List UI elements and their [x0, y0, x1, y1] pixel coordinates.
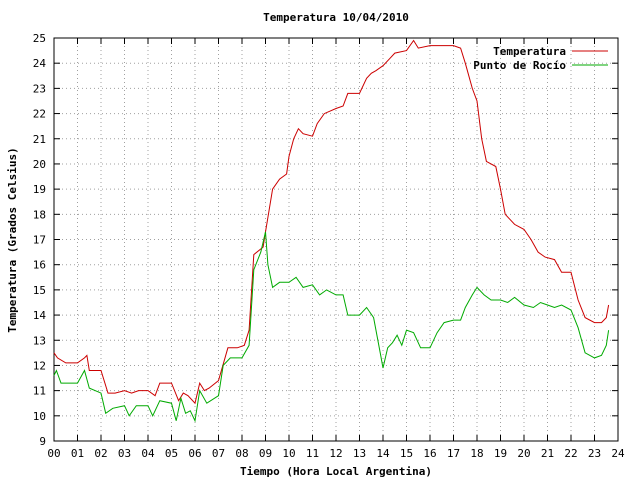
x-tick-label: 18 — [470, 447, 483, 460]
y-tick-label: 23 — [33, 82, 46, 95]
x-tick-label: 23 — [588, 447, 601, 460]
x-tick-label: 03 — [118, 447, 131, 460]
x-tick-label: 01 — [71, 447, 84, 460]
x-tick-label: 19 — [494, 447, 507, 460]
x-tick-label: 13 — [353, 447, 366, 460]
grid — [54, 38, 618, 441]
legend-label-1: Punto de Rocío — [473, 59, 566, 72]
series-layer — [53, 39, 610, 423]
x-tick-label: 11 — [306, 447, 319, 460]
x-tick-label: 06 — [188, 447, 201, 460]
y-tick-label: 11 — [33, 385, 46, 398]
y-axis-label: Temperatura (Grados Celsius) — [6, 147, 19, 332]
y-tick-label: 18 — [33, 208, 46, 221]
x-tick-label: 16 — [423, 447, 436, 460]
x-tick-label: 05 — [165, 447, 178, 460]
y-tick-label: 9 — [39, 435, 46, 448]
x-tick-labels: 00 01 02 03 04 05 06 07 08 09 10 11 12 13 14 15 16 17 18 19… — [47, 447, 625, 460]
series-line-1 — [53, 231, 610, 423]
x-tick-label: 08 — [235, 447, 248, 460]
y-tick-label: 19 — [33, 183, 46, 196]
x-tick-label: 17 — [447, 447, 460, 460]
x-tick-label: 10 — [282, 447, 295, 460]
x-tick-label: 07 — [212, 447, 225, 460]
y-tick-label: 15 — [33, 284, 46, 297]
y-tick-label: 25 — [33, 32, 46, 45]
x-tick-label: 24 — [611, 447, 625, 460]
y-tick-label: 13 — [33, 334, 46, 347]
series-line-0 — [53, 39, 610, 405]
y-tick-label: 24 — [33, 57, 47, 70]
x-tick-label: 15 — [400, 447, 413, 460]
chart-title: Temperatura 10/04/2010 — [263, 11, 409, 24]
x-tick-label: 22 — [564, 447, 577, 460]
x-tick-label: 00 — [47, 447, 60, 460]
x-tick-label: 20 — [517, 447, 530, 460]
x-axis-label: Tiempo (Hora Local Argentina) — [240, 465, 432, 478]
x-tick-label: 21 — [541, 447, 554, 460]
legend-label-0: Temperatura — [493, 45, 566, 58]
y-tick-label: 22 — [33, 108, 46, 121]
y-tick-label: 21 — [33, 133, 46, 146]
x-tick-label: 14 — [376, 447, 390, 460]
axis-ticks — [53, 37, 619, 442]
y-tick-label: 16 — [33, 259, 46, 272]
y-tick-label: 12 — [33, 359, 46, 372]
y-tick-label: 14 — [33, 309, 47, 322]
x-tick-label: 12 — [329, 447, 342, 460]
x-tick-label: 09 — [259, 447, 272, 460]
x-tick-label: 02 — [94, 447, 107, 460]
y-tick-labels: 9 10 11 12 13 14 15 16 17 18 19 20 21 22 23 24 25 — [33, 32, 47, 448]
y-tick-label: 17 — [33, 234, 46, 247]
y-tick-label: 10 — [33, 410, 46, 423]
x-tick-label: 04 — [141, 447, 155, 460]
y-tick-label: 20 — [33, 158, 46, 171]
